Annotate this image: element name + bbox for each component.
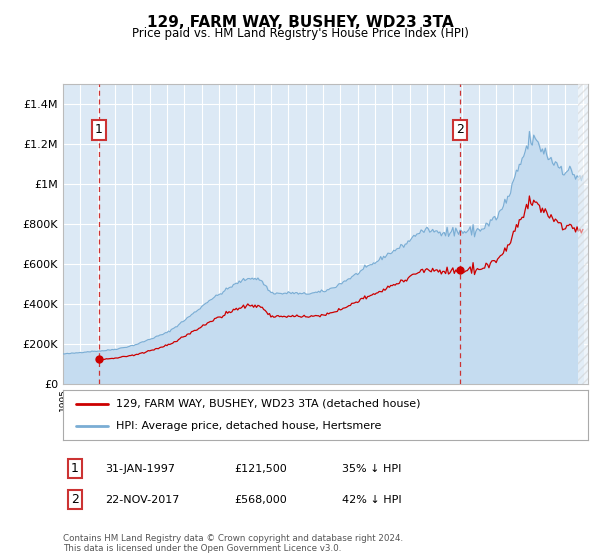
Text: 1: 1 bbox=[71, 462, 79, 475]
Text: £121,500: £121,500 bbox=[234, 464, 287, 474]
Text: 42% ↓ HPI: 42% ↓ HPI bbox=[342, 494, 401, 505]
Text: Price paid vs. HM Land Registry's House Price Index (HPI): Price paid vs. HM Land Registry's House … bbox=[131, 27, 469, 40]
Bar bbox=[578, 84, 588, 384]
Text: 129, FARM WAY, BUSHEY, WD23 3TA: 129, FARM WAY, BUSHEY, WD23 3TA bbox=[146, 15, 454, 30]
Text: 2: 2 bbox=[71, 493, 79, 506]
Text: 129, FARM WAY, BUSHEY, WD23 3TA (detached house): 129, FARM WAY, BUSHEY, WD23 3TA (detache… bbox=[115, 399, 420, 409]
Text: 1: 1 bbox=[95, 123, 103, 137]
Text: 22-NOV-2017: 22-NOV-2017 bbox=[105, 494, 179, 505]
Text: £568,000: £568,000 bbox=[234, 494, 287, 505]
Text: 35% ↓ HPI: 35% ↓ HPI bbox=[342, 464, 401, 474]
Text: 2: 2 bbox=[456, 123, 464, 137]
Text: 31-JAN-1997: 31-JAN-1997 bbox=[105, 464, 175, 474]
Text: HPI: Average price, detached house, Hertsmere: HPI: Average price, detached house, Hert… bbox=[115, 421, 381, 431]
Text: Contains HM Land Registry data © Crown copyright and database right 2024.
This d: Contains HM Land Registry data © Crown c… bbox=[63, 534, 403, 553]
